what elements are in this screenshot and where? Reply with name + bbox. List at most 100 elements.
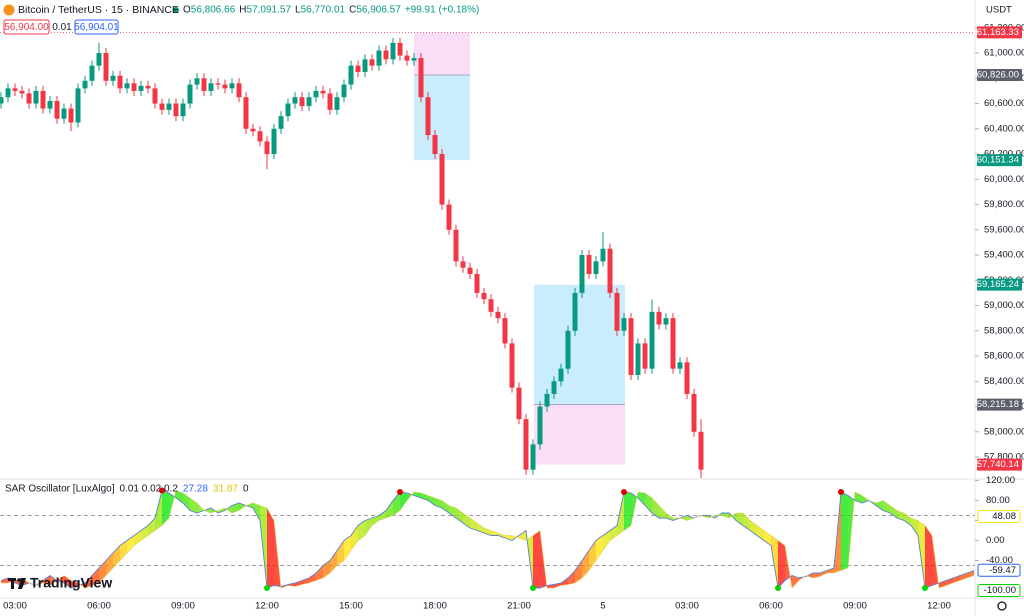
settings-button[interactable] [997, 601, 1007, 611]
candle-body [614, 292, 620, 331]
sar-flip-dot [775, 585, 781, 591]
osc-fill [841, 492, 848, 571]
candle-body [236, 83, 242, 98]
candle-body [166, 103, 172, 110]
candle-body [600, 248, 606, 262]
osc-fill [267, 508, 274, 588]
candle-body [460, 261, 466, 268]
coin-icon [3, 4, 15, 16]
market-status [173, 7, 179, 13]
x-tick-label: 03:00 [675, 601, 699, 612]
currency-label: USDT [986, 5, 1012, 16]
price-badge [977, 68, 1022, 81]
osc-fill [127, 535, 134, 553]
y-tick-label: 59,400.00 [984, 250, 1024, 261]
candle-body [376, 50, 382, 66]
candle-body [383, 50, 389, 60]
osc-fill [890, 505, 897, 518]
osc-fill [64, 575, 71, 588]
candle-body [243, 97, 249, 129]
legend-text: C [349, 5, 356, 16]
y-tick-label: 59,000.00 [984, 300, 1024, 311]
y-tick-label: 60,000.00 [984, 174, 1024, 185]
osc-fill [148, 518, 155, 536]
oscillator-pane [0, 487, 975, 591]
osc-fill [561, 578, 568, 586]
candle-body [229, 83, 235, 89]
candle-body [138, 85, 144, 91]
osc-fill [533, 530, 540, 588]
candle-body [698, 431, 704, 470]
candle-body [621, 318, 627, 331]
candle-body [96, 53, 102, 66]
candle-body [439, 154, 445, 205]
osc-fill [449, 505, 456, 518]
osc-fill [372, 515, 379, 526]
osc-fill [92, 568, 99, 586]
candle-body [152, 88, 158, 104]
sell-button[interactable] [3, 19, 50, 35]
candle-body [278, 116, 284, 129]
candle-body [551, 381, 557, 394]
osc-fill [309, 573, 316, 583]
candle-body [12, 88, 18, 91]
candle-body [201, 78, 207, 91]
osc-fill [428, 495, 435, 506]
osc-fill [904, 513, 911, 526]
osc-fill [393, 492, 400, 516]
candle-body [397, 42, 403, 56]
candle-body [474, 273, 480, 293]
candle-body [19, 90, 25, 94]
osc-fill [162, 490, 169, 526]
osc-fill [50, 575, 57, 586]
osc-fill [197, 503, 204, 513]
sell-price: 56,904.00 [4, 22, 49, 33]
osc-fill [778, 540, 785, 588]
osc-fill [596, 535, 603, 561]
candle-body [159, 103, 165, 110]
x-tick-label: 15:00 [339, 601, 363, 612]
osc-fill [253, 503, 260, 521]
x-tick-label: 06:00 [87, 601, 111, 612]
candle-body [467, 267, 473, 274]
candle-body [306, 97, 312, 107]
osc-fill [316, 565, 323, 581]
x-tick-label: 09:00 [171, 601, 195, 612]
legend-text: L [295, 5, 301, 16]
candle-body [334, 97, 340, 110]
candle-body [523, 419, 529, 470]
price-badge [977, 154, 1022, 167]
candle-body [250, 128, 256, 132]
candle-body [404, 55, 410, 61]
y-tick-label: 0.00 [986, 535, 1005, 546]
sar-flip-dot [159, 487, 165, 494]
y-tick-label: -40.00 [986, 555, 1013, 566]
price-badge [977, 278, 1022, 291]
candle-body [663, 318, 669, 325]
y-tick-label: 58,000.00 [984, 426, 1024, 437]
osc-fill [365, 518, 372, 536]
legend-text: 57,091.57 [247, 5, 292, 16]
y-tick-label: 58,400.00 [984, 376, 1024, 387]
osc-fill [176, 490, 183, 503]
buy-price: 56,904.01 [74, 22, 119, 33]
buy-button[interactable] [74, 19, 119, 35]
x-tick-label: 03:00 [3, 601, 27, 612]
osc-fill [379, 510, 386, 521]
candle-body [103, 53, 109, 81]
value-badge [977, 563, 1021, 577]
candle-body [131, 83, 137, 91]
osc-fill [582, 550, 589, 578]
legend-text: 31.87 [213, 484, 238, 495]
sar-flip-dot [922, 585, 928, 591]
legend-text: 56,806.66 [191, 5, 236, 16]
candle-body [593, 261, 599, 274]
osc-fill [897, 510, 904, 521]
x-tick-label: 5 [600, 601, 605, 612]
stop-zone [534, 404, 625, 465]
legend-text: H [239, 5, 246, 16]
legend-text: SAR Oscillator [LuxAlgo] [5, 484, 115, 495]
osc-fill [743, 513, 750, 531]
y-tick-label: 61,000.00 [984, 48, 1024, 59]
